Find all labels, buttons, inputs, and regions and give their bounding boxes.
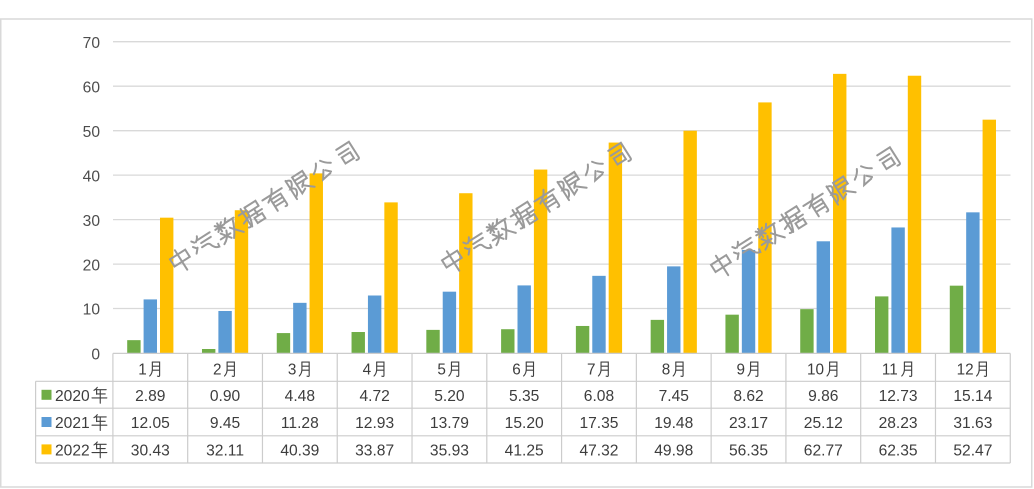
svg-text:5.35: 5.35 [509, 388, 540, 405]
svg-text:62.77: 62.77 [804, 442, 843, 459]
svg-text:0: 0 [91, 347, 100, 364]
svg-text:0.90: 0.90 [210, 388, 241, 405]
svg-text:4.72: 4.72 [359, 388, 389, 405]
svg-text:4.48: 4.48 [285, 388, 315, 405]
svg-text:11.28: 11.28 [281, 415, 319, 432]
svg-text:15.20: 15.20 [505, 415, 544, 432]
svg-text:8.62: 8.62 [733, 388, 763, 405]
svg-text:32.11: 32.11 [206, 442, 244, 459]
svg-text:30: 30 [83, 213, 101, 230]
svg-text:5.20: 5.20 [434, 388, 465, 405]
svg-text:28.23: 28.23 [879, 415, 918, 432]
svg-text:17.35: 17.35 [579, 415, 618, 432]
svg-text:11: 11 [882, 362, 898, 379]
svg-text:4: 4 [363, 362, 372, 379]
svg-text:30.43: 30.43 [131, 442, 170, 459]
svg-text:31.63: 31.63 [953, 415, 992, 432]
svg-text:1: 1 [138, 362, 147, 379]
svg-text:6: 6 [512, 362, 521, 379]
svg-text:19.48: 19.48 [654, 415, 693, 432]
svg-text:8: 8 [662, 362, 671, 379]
svg-text:2022: 2022 [55, 442, 90, 459]
svg-text:12.73: 12.73 [879, 388, 918, 405]
svg-text:9.45: 9.45 [210, 415, 241, 432]
svg-text:41.25: 41.25 [505, 442, 544, 459]
svg-text:35.93: 35.93 [430, 442, 469, 459]
svg-text:12: 12 [957, 362, 974, 379]
svg-text:2: 2 [213, 362, 222, 379]
svg-text:7: 7 [587, 362, 596, 379]
svg-text:56.35: 56.35 [729, 442, 768, 459]
svg-text:15.14: 15.14 [953, 388, 992, 405]
svg-text:2.89: 2.89 [135, 388, 165, 405]
svg-text:33.87: 33.87 [355, 442, 394, 459]
svg-text:10: 10 [807, 362, 824, 379]
svg-text:3: 3 [288, 362, 297, 379]
svg-text:20: 20 [83, 257, 101, 274]
svg-text:23.17: 23.17 [729, 415, 768, 432]
svg-text:7.45: 7.45 [659, 388, 690, 405]
svg-text:25.12: 25.12 [804, 415, 843, 432]
svg-text:10: 10 [83, 302, 101, 319]
svg-text:9.86: 9.86 [808, 388, 838, 405]
svg-text:49.98: 49.98 [654, 442, 693, 459]
svg-text:52.47: 52.47 [953, 442, 992, 459]
svg-text:2021: 2021 [55, 415, 90, 432]
svg-text:60: 60 [83, 79, 101, 96]
svg-text:40.39: 40.39 [280, 442, 319, 459]
svg-text:12.93: 12.93 [355, 415, 394, 432]
svg-text:62.35: 62.35 [879, 442, 918, 459]
svg-text:70: 70 [83, 35, 101, 52]
svg-text:9: 9 [737, 362, 746, 379]
svg-text:47.32: 47.32 [579, 442, 618, 459]
svg-text:5: 5 [437, 362, 446, 379]
svg-text:6.08: 6.08 [584, 388, 614, 405]
svg-text:13.79: 13.79 [430, 415, 469, 432]
svg-text:50: 50 [83, 124, 101, 141]
svg-text:40: 40 [83, 168, 101, 185]
svg-text:2020: 2020 [55, 388, 90, 405]
svg-text:12.05: 12.05 [131, 415, 170, 432]
